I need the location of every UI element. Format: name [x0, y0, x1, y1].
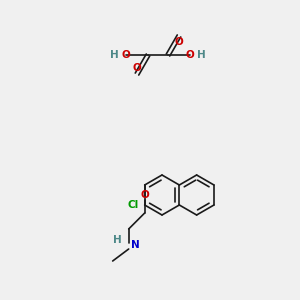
- Text: H: H: [110, 50, 119, 60]
- Text: H: H: [113, 235, 122, 245]
- Text: O: O: [186, 50, 195, 60]
- Text: H: H: [197, 50, 206, 60]
- Text: O: O: [133, 63, 141, 73]
- Text: Cl: Cl: [128, 200, 139, 210]
- Text: N: N: [131, 240, 140, 250]
- Text: O: O: [140, 190, 149, 200]
- Text: O: O: [175, 37, 183, 47]
- Text: O: O: [121, 50, 130, 60]
